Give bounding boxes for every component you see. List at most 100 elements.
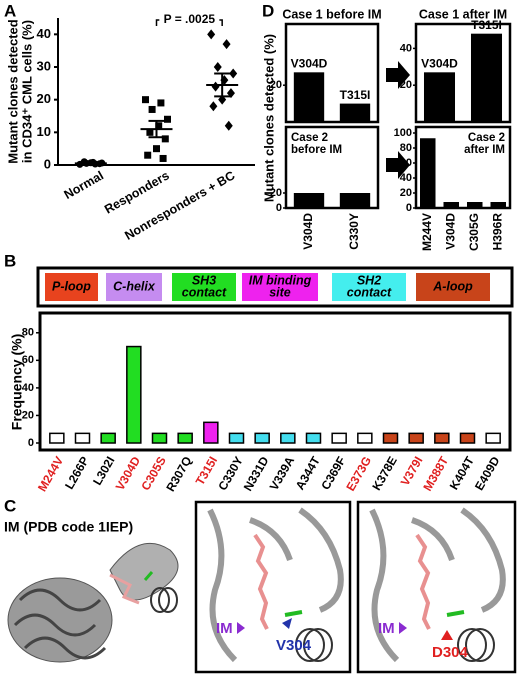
- panel-label: D: [262, 1, 274, 20]
- bar: [470, 33, 503, 122]
- structure-box: IM D304: [356, 500, 517, 674]
- y-tick-label: 0: [44, 156, 51, 171]
- bar: [228, 432, 245, 444]
- domain-label: P-loop: [52, 279, 91, 293]
- bar: [177, 432, 193, 444]
- bar-category-label: V304D: [421, 56, 458, 70]
- point: [161, 135, 169, 143]
- x-tick-label: C330Y: [347, 213, 361, 250]
- bar: [382, 432, 399, 444]
- y-tick-label: 20: [37, 91, 51, 106]
- y-tick-label: 30: [37, 58, 51, 73]
- bar: [49, 432, 65, 444]
- bar-category-label: T315I: [340, 88, 371, 102]
- domain-label: A-loop: [432, 279, 473, 293]
- point: [157, 99, 165, 107]
- point: [153, 145, 160, 153]
- residue-label: D304: [432, 644, 469, 661]
- y-tick-label: 40: [22, 382, 34, 394]
- point: [148, 105, 156, 113]
- y-tick-label: 100: [394, 127, 412, 139]
- point: [213, 62, 222, 72]
- annotation-bg: [159, 13, 220, 27]
- panel-label: A: [4, 1, 16, 20]
- y-tick-label: 60: [22, 354, 34, 366]
- y-axis-label: in CD34⁺ CML cells (%): [19, 20, 34, 163]
- domain-label: contact: [182, 285, 227, 299]
- x-tick-label: V304D: [301, 213, 315, 250]
- drug-label: IM: [216, 620, 233, 637]
- x-tick-label: C305G: [467, 213, 481, 251]
- point: [209, 101, 218, 112]
- x-tick-label: H396R: [490, 213, 504, 251]
- point: [155, 122, 163, 130]
- domain-label: SH2: [357, 273, 381, 287]
- panel-label: B: [4, 251, 16, 270]
- x-tick-label: Nonresponders + BC: [122, 168, 237, 242]
- y-tick-label: 40: [400, 172, 412, 184]
- point: [144, 151, 152, 159]
- bar: [419, 138, 436, 208]
- y-tick-label: 0: [276, 202, 282, 214]
- y-axis-label: Mutant clones detected: [5, 19, 20, 164]
- domain: [172, 273, 236, 301]
- y-tick-label: 20: [22, 409, 34, 421]
- y-tick-label: 20: [270, 187, 282, 199]
- y-tick-label: 0: [28, 437, 34, 449]
- arrow: [386, 151, 410, 179]
- chart-title: before IM: [291, 144, 342, 156]
- bar: [331, 432, 347, 444]
- bar: [74, 432, 91, 444]
- bar: [485, 432, 501, 444]
- chart-title: Case 1 after IM: [419, 7, 507, 21]
- x-tick-label: M244V: [420, 213, 434, 251]
- domain: [332, 273, 406, 301]
- x-tick-label: L302I: [90, 454, 117, 488]
- bar: [490, 202, 507, 208]
- bar: [305, 432, 322, 444]
- y-tick-label: 80: [22, 327, 34, 339]
- bar: [126, 345, 142, 444]
- bar: [254, 432, 270, 444]
- bar: [151, 432, 168, 444]
- bar: [408, 432, 424, 444]
- bar: [443, 202, 460, 208]
- x-tick-label: V304D: [443, 213, 457, 250]
- domain: [45, 273, 98, 301]
- bar: [357, 432, 373, 444]
- protein-structure: [7, 542, 179, 663]
- point: [207, 29, 216, 40]
- bar: [280, 432, 296, 444]
- bar: [423, 72, 456, 122]
- bar-category-label: V304D: [291, 56, 328, 70]
- drug-label: IM: [378, 620, 395, 637]
- y-tick-label: 60: [400, 157, 412, 169]
- bar: [100, 432, 116, 444]
- domain-label: SH3: [192, 273, 216, 287]
- bar: [466, 202, 483, 208]
- x-tick-label: Normal: [62, 168, 106, 202]
- y-tick-label: 0: [406, 202, 412, 214]
- point: [164, 115, 171, 123]
- bar: [339, 193, 371, 208]
- point: [222, 39, 231, 50]
- bar: [339, 103, 371, 122]
- plot-frame: [414, 125, 512, 210]
- plot-frame: [284, 22, 380, 124]
- y-tick-label: 20: [400, 79, 412, 91]
- bar: [459, 432, 476, 444]
- y-tick-label: 10: [37, 124, 51, 139]
- domain-label: contact: [347, 285, 392, 299]
- annotation: P = .0025: [164, 12, 216, 26]
- x-tick-label: K378E: [369, 454, 399, 493]
- x-tick-label: T315I: [193, 454, 220, 488]
- chart-title: after IM: [464, 144, 505, 156]
- domain-label: C-helix: [113, 279, 156, 293]
- y-tick-label: 20: [270, 79, 282, 91]
- x-tick-label: L266P: [62, 454, 92, 492]
- point: [211, 81, 220, 92]
- bar: [293, 193, 325, 208]
- y-tick-label: 40: [37, 26, 51, 41]
- x-tick-label: M388T: [420, 454, 451, 494]
